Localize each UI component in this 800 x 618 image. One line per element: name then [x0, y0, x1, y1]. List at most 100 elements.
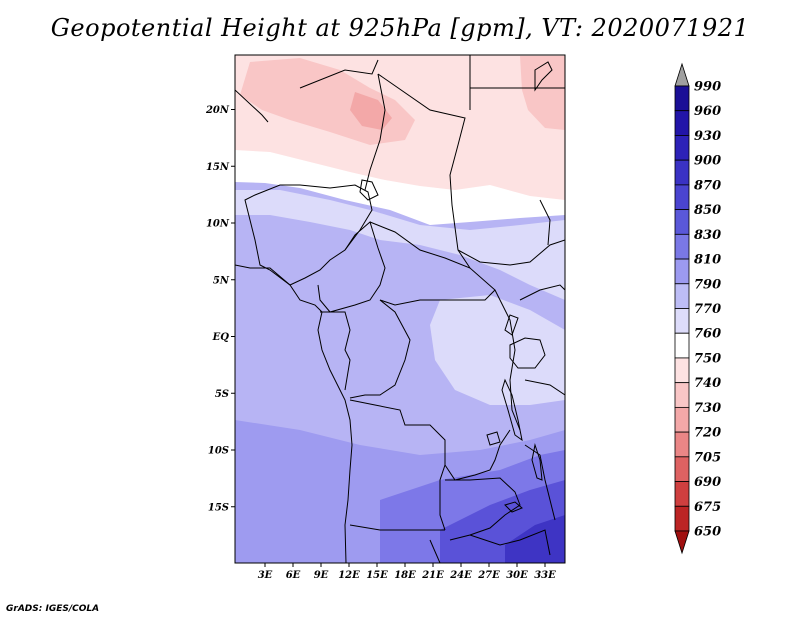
colorbar-swatch — [674, 85, 690, 112]
field-770-lavender-east — [430, 295, 565, 405]
congo-drc-border — [349, 299, 411, 399]
lake-mweru — [486, 431, 501, 446]
longitude-axis: 3E 6E 9E 12E 15E 18E 21E 24E 27E 30E 33E — [258, 563, 556, 581]
lat-tick-label: 10S — [208, 446, 229, 457]
height-field — [235, 55, 565, 563]
colorbar-swatch — [674, 258, 690, 285]
colorbar-under-triangle — [674, 530, 690, 555]
nile-red-sea — [534, 61, 553, 92]
lon-tick-label: 24E — [449, 570, 472, 581]
colorbar-over-triangle — [674, 62, 690, 87]
colorbar-label: 830 — [694, 228, 721, 243]
colorbar-label: 720 — [694, 426, 721, 441]
drc-east-border — [494, 289, 521, 431]
field-770-lavender — [235, 190, 565, 300]
central-africa-coastline — [317, 311, 353, 563]
colorbar-swatch — [674, 357, 690, 384]
lon-tick-label: 18E — [394, 570, 416, 581]
botswana-border — [429, 539, 441, 563]
angola-zambia-border — [439, 464, 446, 531]
map-frame — [234, 54, 566, 564]
colorbar-label: 730 — [694, 401, 721, 416]
algeria-niger-border — [235, 89, 269, 123]
colorbar-label: 900 — [694, 154, 721, 169]
colorbar-label: 790 — [694, 277, 721, 292]
colorbar-label: 930 — [694, 129, 721, 144]
field-740-pink-ne — [520, 56, 565, 130]
lat-tick-label: 5N — [213, 275, 230, 286]
colorbar-swatch — [674, 332, 690, 359]
zimbabwe-border — [469, 529, 551, 556]
colorbar-label: 810 — [694, 253, 721, 268]
lat-tick-label: 20N — [205, 105, 230, 116]
colorbar-label: 740 — [694, 376, 721, 391]
chad-sudan-border — [377, 73, 471, 269]
lake-chad-outline — [359, 179, 379, 201]
niger-chad-border — [364, 73, 386, 191]
lon-tick-label: 9E — [314, 570, 329, 581]
cameroon-border — [317, 221, 386, 313]
lat-tick-label: 10N — [206, 219, 230, 230]
colorbar-swatch — [674, 233, 690, 260]
lon-tick-label: 33E — [534, 570, 556, 581]
colorbar-label: 690 — [694, 475, 721, 490]
lon-tick-label: 12E — [338, 570, 360, 581]
colorbar-swatch — [674, 110, 690, 136]
colorbar-label: 770 — [694, 302, 721, 317]
uganda-kenya-border — [519, 284, 565, 301]
colorbar-label: 760 — [694, 327, 721, 342]
colorbar-label: 675 — [694, 500, 721, 515]
colorbar-swatch — [674, 431, 690, 458]
lake-victoria — [509, 337, 546, 369]
malawi-mozambique-border — [524, 444, 556, 521]
field-730-pink — [350, 92, 392, 130]
colorbar-swatch — [674, 159, 690, 186]
grads-credit: GrADS: IGES/COLA — [6, 604, 100, 614]
colorbar-label: 850 — [694, 203, 721, 218]
country-boundaries — [235, 55, 565, 563]
libya-niger-border — [299, 59, 379, 89]
lake-albert — [504, 314, 519, 336]
ethiopia-border — [539, 199, 551, 246]
field-900-southeast — [505, 515, 565, 563]
latitude-axis: 20N 15N 10N 5N EQ 5S 10S 15S — [205, 105, 235, 513]
zambia-border — [445, 477, 521, 541]
colorbar-swatch — [674, 406, 690, 433]
south-sudan-border — [457, 239, 565, 266]
colorbar-swatch — [674, 481, 690, 507]
lon-tick-label: 21E — [421, 570, 444, 581]
lat-tick-label: EQ — [212, 332, 230, 343]
chart-title: Geopotential Height at 925hPa [gpm], VT:… — [50, 14, 750, 42]
lat-tick-label: 15N — [206, 162, 230, 173]
colorbar-swatch — [674, 382, 690, 408]
colorbar-swatch — [674, 308, 690, 334]
colorbar-label: 650 — [694, 525, 721, 540]
lat-tick-label: 5S — [215, 389, 229, 400]
namibia-angola-border — [349, 524, 445, 531]
colorbar-label: 750 — [694, 351, 721, 366]
colorbar-label: 870 — [694, 178, 721, 193]
lon-tick-label: 30E — [506, 570, 528, 581]
colorbar-label: 960 — [694, 104, 721, 119]
gabon-border — [320, 311, 351, 391]
lat-tick-label: 15S — [208, 502, 229, 513]
colorbar-swatch — [674, 184, 690, 211]
colorbar-swatch — [674, 283, 690, 309]
lake-kariba — [504, 501, 523, 513]
lake-tanganyika — [501, 378, 523, 442]
lon-tick-label: 3E — [258, 570, 273, 581]
west-africa-coastline — [235, 264, 323, 313]
tanzania-border — [524, 379, 565, 396]
lon-tick-label: 6E — [286, 570, 301, 581]
colorbar-swatch — [674, 209, 690, 235]
colorbar-swatch — [674, 505, 690, 532]
colorbar-label: 705 — [694, 450, 721, 465]
colorbar-swatch — [674, 456, 690, 482]
lon-tick-label: 15E — [366, 570, 388, 581]
colorbar-label: 990 — [694, 80, 721, 95]
colorbar: 990 960 930 900 870 850 830 810 790 770 760 750 740 7… — [674, 62, 721, 555]
colorbar-swatch — [674, 135, 690, 161]
lon-tick-label: 27E — [477, 570, 500, 581]
lake-malawi — [531, 443, 543, 481]
